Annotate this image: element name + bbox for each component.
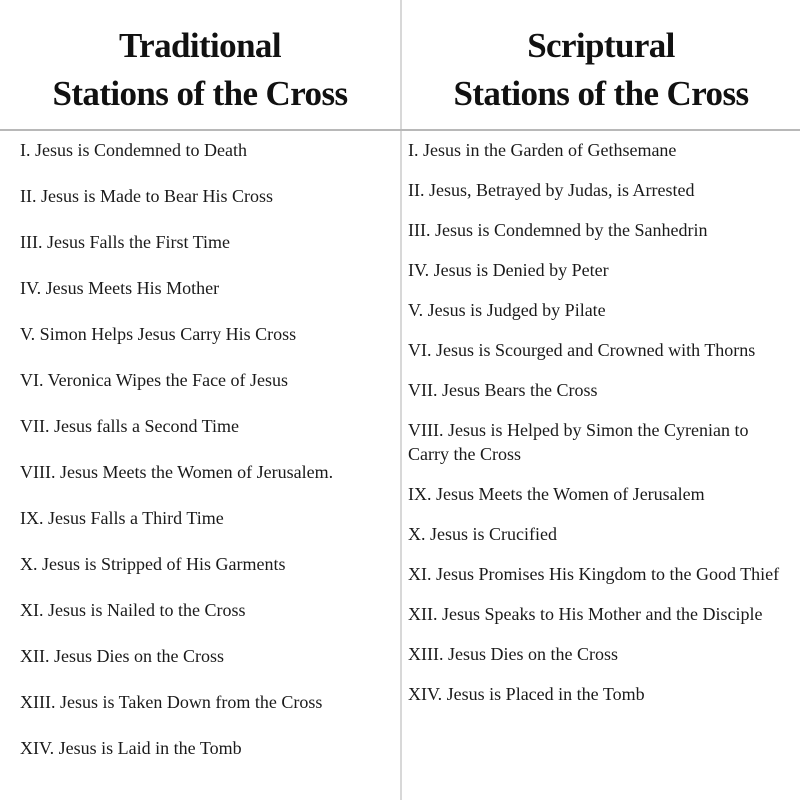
scriptural-station-item: VIII. Jesus is Helped by Simon the Cyren… bbox=[408, 420, 749, 464]
scriptural-station-item: V. Jesus is Judged by Pilate bbox=[408, 300, 606, 320]
scriptural-station-item: XI. Jesus Promises His Kingdom to the Go… bbox=[408, 564, 780, 584]
traditional-station-item: X. Jesus is Stripped of His Garments bbox=[20, 554, 286, 574]
traditional-station-item: VIII. Jesus Meets the Women of Jerusalem… bbox=[20, 462, 334, 482]
scriptural-heading-line1: Scriptural bbox=[527, 26, 675, 65]
traditional-station-item: XIV. Jesus is Laid in the Tomb bbox=[20, 738, 242, 758]
scriptural-station-item: IX. Jesus Meets the Women of Jerusalem bbox=[408, 484, 705, 504]
scriptural-heading: Scriptural Stations of the Cross bbox=[401, 22, 800, 118]
traditional-station-item: I. Jesus is Condemned to Death bbox=[20, 140, 247, 160]
header-divider bbox=[0, 129, 800, 131]
traditional-station-item: VI. Veronica Wipes the Face of Jesus bbox=[20, 370, 289, 390]
traditional-station-item: VII. Jesus falls a Second Time bbox=[20, 416, 239, 436]
traditional-heading: Traditional Stations of the Cross bbox=[0, 22, 400, 118]
traditional-station-item: IX. Jesus Falls a Third Time bbox=[20, 508, 224, 528]
scriptural-station-item: XII. Jesus Speaks to His Mother and the … bbox=[408, 604, 763, 624]
traditional-station-item: III. Jesus Falls the First Time bbox=[20, 232, 231, 252]
scriptural-station-item: II. Jesus, Betrayed by Judas, is Arreste… bbox=[408, 180, 695, 200]
scriptural-station-item: XIV. Jesus is Placed in the Tomb bbox=[408, 684, 645, 704]
scriptural-station-item: VI. Jesus is Scourged and Crowned with T… bbox=[408, 340, 756, 360]
traditional-stations-list: I. Jesus is Condemned to Death II. Jesus … bbox=[20, 138, 395, 782]
scriptural-station-item: X. Jesus is Crucified bbox=[408, 524, 557, 544]
scriptural-station-item: XIII. Jesus Dies on the Cross bbox=[408, 644, 618, 664]
scriptural-station-item: VII. Jesus Bears the Cross bbox=[408, 380, 598, 400]
column-divider bbox=[400, 0, 402, 800]
traditional-station-item: XIII. Jesus is Taken Down from the Cross bbox=[20, 692, 323, 712]
traditional-station-item: II. Jesus is Made to Bear His Cross bbox=[20, 186, 273, 206]
traditional-heading-line2: Stations of the Cross bbox=[52, 74, 349, 113]
scriptural-stations-list: I. Jesus in the Garden of Gethsemane II. … bbox=[408, 138, 783, 722]
traditional-station-item: XII. Jesus Dies on the Cross bbox=[20, 646, 224, 666]
traditional-station-item: XI. Jesus is Nailed to the Cross bbox=[20, 600, 246, 620]
scriptural-station-item: III. Jesus is Condemned by the Sanhedrin bbox=[408, 220, 708, 240]
traditional-heading-line1: Traditional bbox=[119, 26, 282, 65]
scriptural-station-item: I. Jesus in the Garden of Gethsemane bbox=[408, 140, 677, 160]
scriptural-heading-line2: Stations of the Cross bbox=[453, 74, 750, 113]
traditional-station-item: V. Simon Helps Jesus Carry His Cross bbox=[20, 324, 297, 344]
scriptural-station-item: IV. Jesus is Denied by Peter bbox=[408, 260, 609, 280]
traditional-station-item: IV. Jesus Meets His Mother bbox=[20, 278, 220, 298]
